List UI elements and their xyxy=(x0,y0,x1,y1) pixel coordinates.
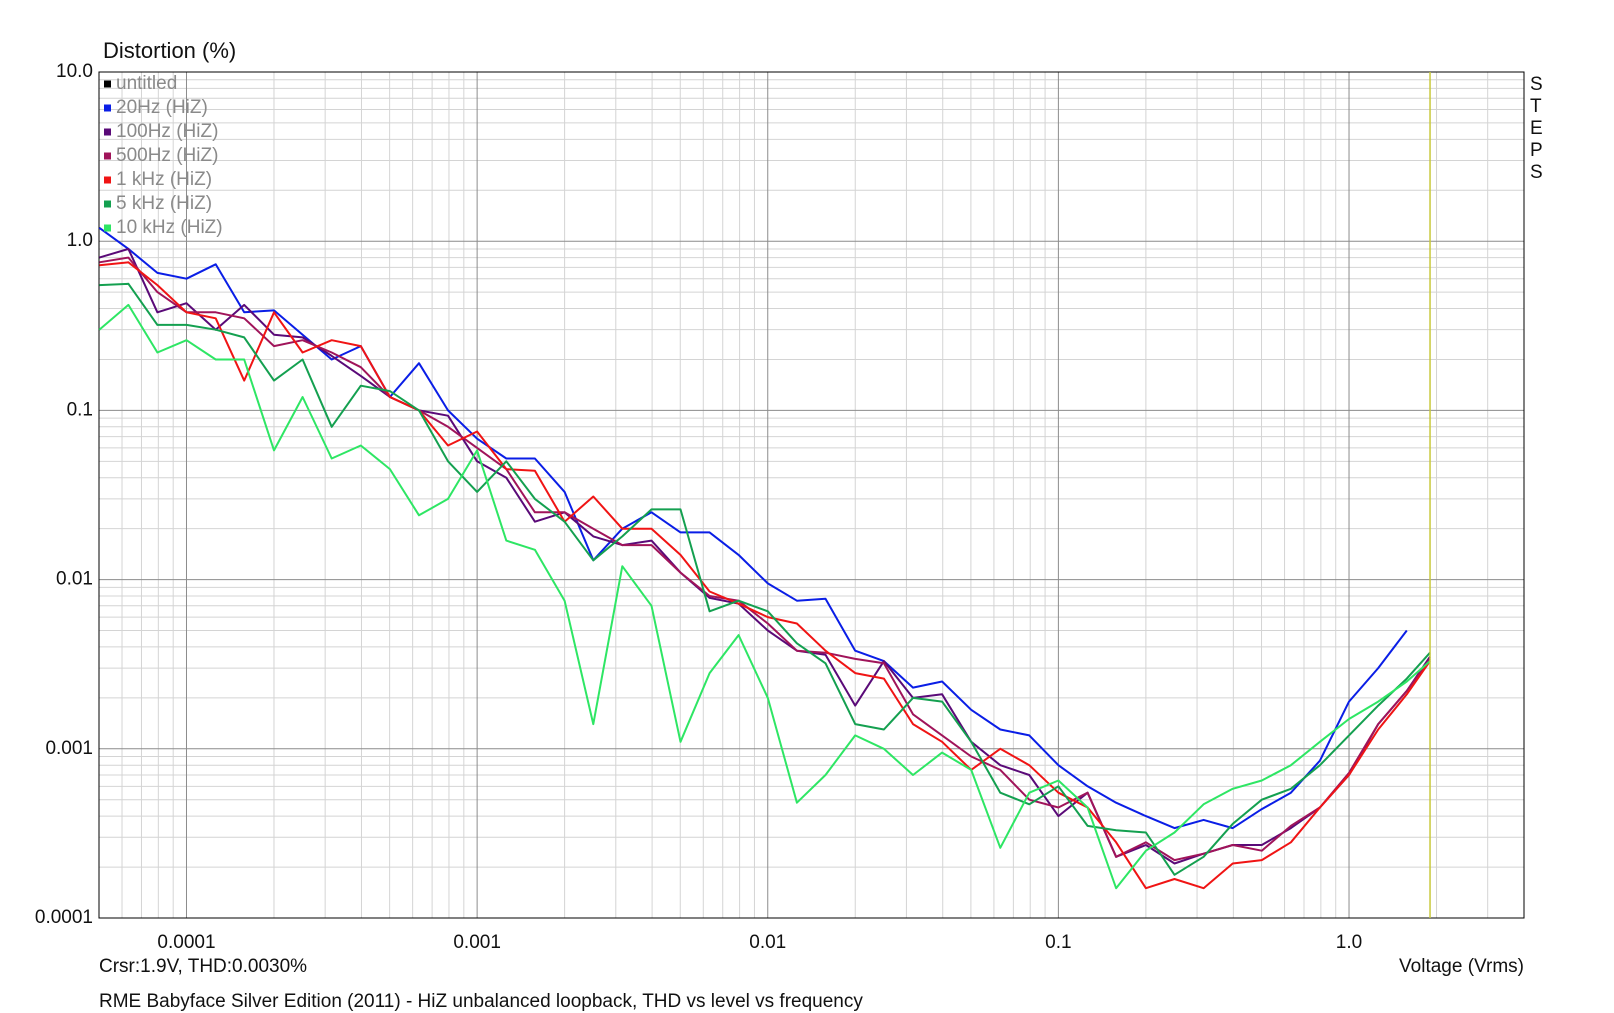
y-tick-label: 10.0 xyxy=(56,61,93,82)
legend-text: 5 kHz (HiZ) xyxy=(116,193,212,214)
series-line xyxy=(99,261,1431,890)
cursor-readout: Crsr:1.9V, THD:0.0030% xyxy=(99,956,307,977)
legend-swatch xyxy=(104,128,111,136)
legend-text: 100Hz (HiZ) xyxy=(116,121,218,142)
series-line xyxy=(99,256,1431,862)
legend-swatch xyxy=(104,224,111,232)
y-tick-label: 0.1 xyxy=(67,399,93,420)
legend-swatch xyxy=(104,200,111,208)
legend-text: 1 kHz (HiZ) xyxy=(116,169,212,190)
series-line xyxy=(98,226,1408,830)
y-tick-label: 0.01 xyxy=(56,569,93,590)
legend-swatch xyxy=(104,104,111,112)
x-tick-label: 0.1 xyxy=(1045,932,1071,953)
side-label: STEPS xyxy=(1530,74,1543,183)
legend-swatch xyxy=(104,176,111,184)
footer: RME Babyface Silver Edition (2011) - HiZ… xyxy=(99,991,863,1012)
legend-text: 20Hz (HiZ) xyxy=(116,97,208,118)
series-line xyxy=(98,303,1431,890)
x-tick-label: 1.0 xyxy=(1336,932,1362,953)
x-tick-label: 0.0001 xyxy=(157,932,215,953)
legend-swatch xyxy=(104,152,111,160)
chart-title: Distortion (%) xyxy=(103,38,236,63)
y-tick-label: 1.0 xyxy=(67,230,93,251)
plot-frame xyxy=(98,71,1525,919)
y-tick-label: 0.001 xyxy=(45,738,93,759)
series-line xyxy=(99,282,1431,876)
y-tick-label: 0.0001 xyxy=(35,907,93,928)
legend-text: 500Hz (HiZ) xyxy=(116,145,218,166)
x-tick-label: 0.01 xyxy=(749,932,786,953)
legend-swatch xyxy=(104,80,111,88)
legend-text: untitled xyxy=(116,73,177,94)
x-axis-label: Voltage (Vrms) xyxy=(1399,956,1524,977)
legend-text: 10 kHz (HiZ) xyxy=(116,217,223,238)
x-tick-label: 0.001 xyxy=(453,932,501,953)
